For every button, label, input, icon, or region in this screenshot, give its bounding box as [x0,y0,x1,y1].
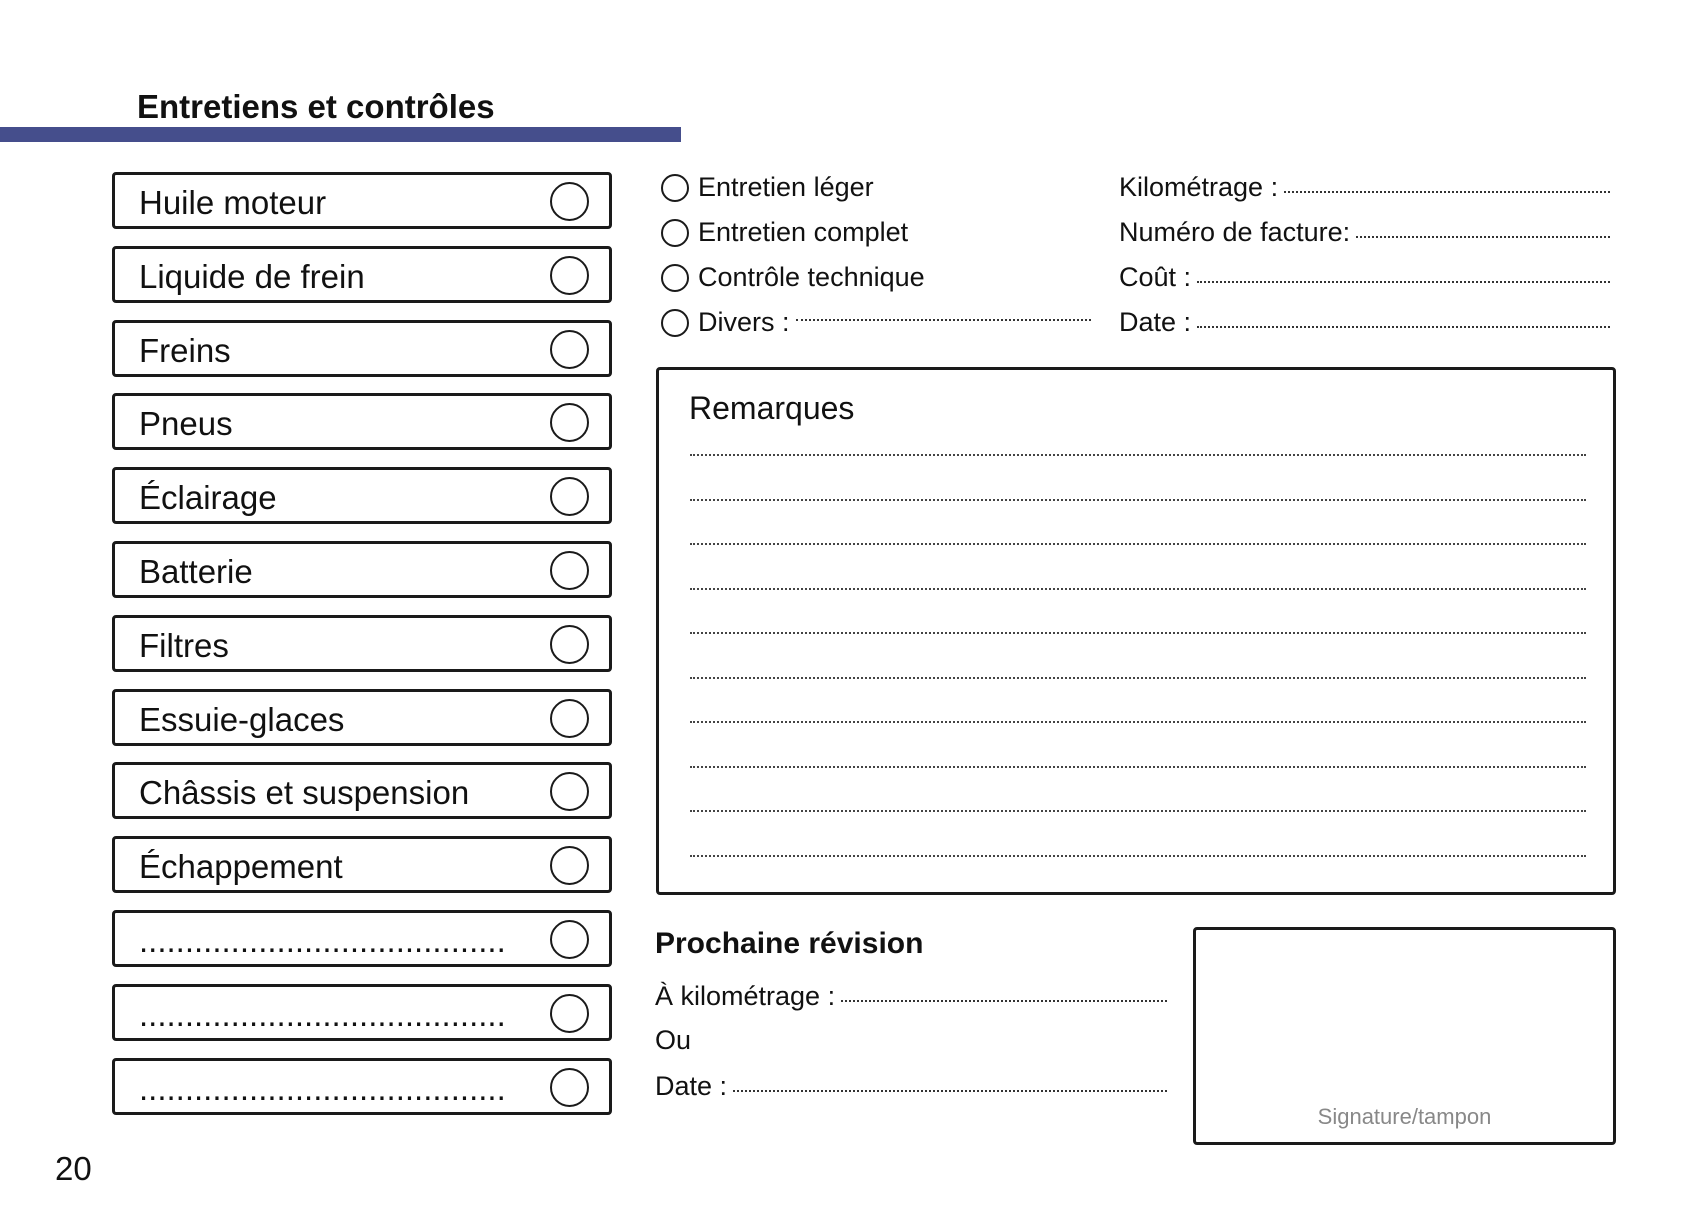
checklist-item[interactable]: Freins [112,319,612,377]
remarks-dotted-line[interactable] [690,587,1586,590]
checklist-item[interactable]: Liquide de frein [112,245,612,303]
next-service-date-field[interactable]: Date : [655,1071,1167,1102]
remarks-dotted-line[interactable] [690,632,1586,634]
dotted-line [1284,191,1610,193]
checklist-item-label: Échappement [139,848,343,886]
remarks-dotted-line[interactable] [690,854,1586,857]
checkbox-circle-icon[interactable] [550,698,589,738]
radio-circle-icon[interactable] [661,308,689,337]
remarks-dotted-line[interactable] [690,721,1586,723]
checklist-item-label: Éclairage [139,479,277,517]
dotted-line [1197,326,1610,328]
radio-circle-icon[interactable] [661,263,689,292]
checkbox-circle-icon[interactable] [550,551,589,590]
remarks-dotted-line[interactable] [690,676,1586,679]
next-service-km-label: À kilométrage : [655,981,836,1011]
section-title: Entretiens et contrôles [137,88,495,125]
remarks-dotted-line[interactable] [690,543,1586,545]
option-label: Entretien complet [698,217,909,247]
service-option[interactable]: Contrôle technique [661,262,925,293]
checklist-item[interactable]: Filtres [112,614,612,672]
service-field[interactable]: Coût : [1119,262,1610,293]
checkbox-circle-icon[interactable] [550,329,589,369]
dotted-line [1356,236,1610,238]
checklist-item-label: ........................................ [139,995,506,1033]
checkbox-circle-icon[interactable] [550,477,589,517]
checkbox-circle-icon[interactable] [550,920,589,959]
checklist-item[interactable]: ........................................ [112,1057,612,1115]
field-label: Kilométrage : [1119,172,1279,202]
field-label: Numéro de facture: [1119,217,1351,247]
remarks-dotted-line[interactable] [690,454,1586,456]
checklist-item-label: Batterie [139,553,253,590]
checkbox-circle-icon[interactable] [550,993,589,1033]
page-number: 20 [55,1150,92,1187]
checkbox-circle-icon[interactable] [550,255,589,295]
checkbox-circle-icon[interactable] [550,1067,589,1107]
checklist-item-label: ........................................ [139,922,506,959]
remarks-dotted-line[interactable] [690,765,1586,768]
next-service-title: Prochaine révision [655,927,924,960]
checklist-item-label: Huile moteur [139,184,327,221]
checklist-item[interactable]: Batterie [112,541,612,598]
remarks-title: Remarques [689,390,855,426]
remarks-dotted-line[interactable] [690,498,1586,501]
next-service-km-field[interactable]: À kilométrage : [655,981,1167,1012]
checklist-item[interactable]: Châssis et suspension [112,762,612,820]
service-option[interactable]: Divers : [661,307,1091,338]
field-label: Date : [1119,307,1192,337]
remarks-box: Remarques [656,367,1616,895]
signature-box[interactable]: Signature/tampon [1193,927,1616,1145]
service-option[interactable]: Entretien léger [661,172,874,203]
title-underline-bar [0,127,681,142]
checklist-item-label: ........................................ [139,1069,506,1107]
checklist-item[interactable]: Éclairage [112,467,612,525]
checkbox-circle-icon[interactable] [550,846,589,886]
checklist-item-label: Essuie-glaces [139,700,345,738]
or-label: Ou [655,1025,691,1056]
dotted-line [841,1000,1167,1002]
remarks-dotted-line[interactable] [690,810,1586,812]
checkbox-circle-icon[interactable] [550,403,589,443]
checklist-item[interactable]: Huile moteur [112,172,612,229]
radio-circle-icon[interactable] [661,173,689,202]
service-field[interactable]: Numéro de facture: [1119,217,1610,248]
checklist-item[interactable]: ........................................ [112,910,612,967]
service-field[interactable]: Kilométrage : [1119,172,1610,203]
next-service-date-label: Date : [655,1071,728,1101]
checkbox-circle-icon[interactable] [550,772,589,812]
checklist-item-label: Liquide de frein [139,257,365,295]
field-label: Coût : [1119,262,1192,292]
signature-label: Signature/tampon [1317,1104,1492,1129]
checkbox-circle-icon[interactable] [550,624,589,664]
checklist-item[interactable]: Essuie-glaces [112,688,612,746]
checklist-item-label: Freins [139,331,231,369]
checklist-item[interactable]: ........................................ [112,983,612,1041]
dotted-line [733,1090,1167,1092]
checklist-item[interactable]: Pneus [112,393,612,451]
dotted-line [1197,281,1610,283]
checklist-item-label: Filtres [139,626,229,664]
checklist-item-label: Châssis et suspension [139,774,470,812]
option-label: Contrôle technique [698,262,925,292]
or-text: Ou [655,1025,692,1055]
checkbox-circle-icon[interactable] [550,182,589,221]
checklist-item-label: Pneus [139,405,233,443]
service-option[interactable]: Entretien complet [661,217,908,248]
radio-circle-icon[interactable] [661,218,689,247]
checklist-item[interactable]: Échappement [112,836,612,894]
dotted-line [795,318,1091,321]
option-label: Divers : [698,307,790,337]
service-field[interactable]: Date : [1119,307,1610,338]
option-label: Entretien léger [698,172,874,202]
